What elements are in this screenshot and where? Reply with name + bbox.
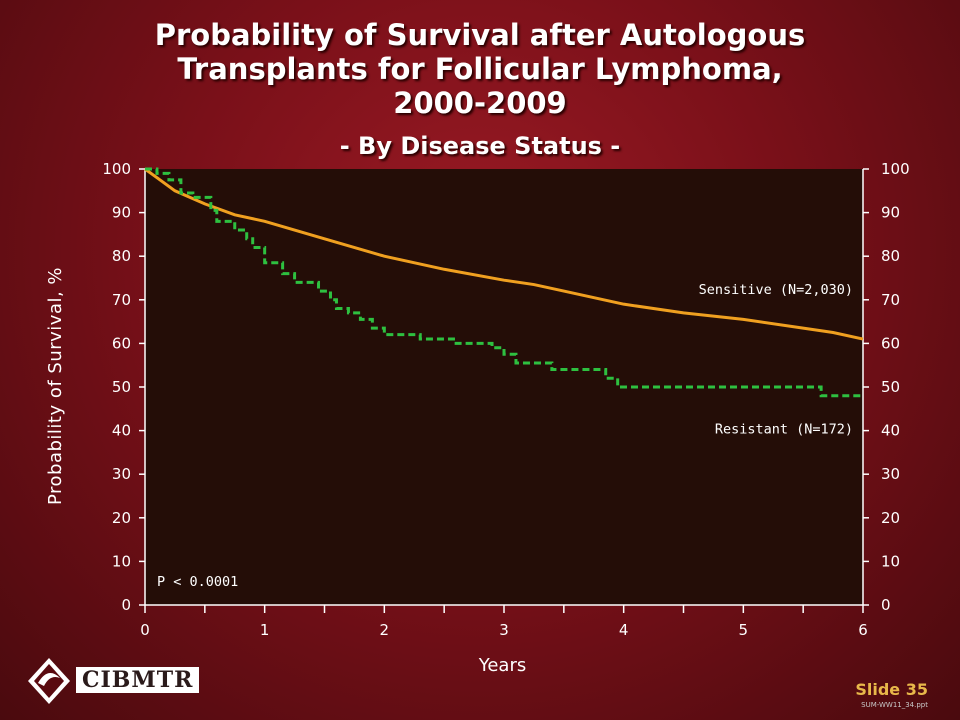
cibmtr-diamond-icon bbox=[28, 658, 70, 704]
x-tick-label: 5 bbox=[739, 621, 749, 639]
series-line-sensitive bbox=[144, 167, 864, 341]
x-axis-label: Years bbox=[478, 655, 527, 676]
y-tick-label-right: 0 bbox=[881, 596, 891, 614]
title-line-1: Probability of Survival after Autologous bbox=[154, 18, 806, 52]
logo-text: CIBMTR bbox=[76, 667, 200, 693]
y-tick-label-right: 10 bbox=[881, 552, 900, 570]
p-value-annotation: P < 0.0001 bbox=[157, 574, 238, 590]
y-tick-label-right: 50 bbox=[881, 378, 900, 396]
x-tick-label: 3 bbox=[499, 621, 509, 639]
cibmtr-logo: CIBMTR bbox=[26, 656, 200, 706]
y-tick-label-left: 80 bbox=[112, 247, 131, 265]
y-tick-label-left: 0 bbox=[121, 596, 131, 614]
y-tick-label-right: 100 bbox=[881, 160, 910, 178]
y-tick-label-right: 60 bbox=[881, 334, 900, 352]
y-tick-label-right: 90 bbox=[881, 204, 900, 222]
series-label-sensitive: Sensitive (N=2,030) bbox=[699, 282, 853, 298]
y-axis-label: Probability of Survival, % bbox=[45, 266, 66, 506]
y-tick-label-right: 80 bbox=[881, 247, 900, 265]
y-tick-label-left: 50 bbox=[112, 378, 131, 396]
title-line-3: 2000-2009 bbox=[393, 86, 567, 120]
y-tick-label-left: 90 bbox=[112, 204, 131, 222]
y-tick-label-left: 40 bbox=[112, 422, 131, 440]
x-tick-label: 6 bbox=[858, 621, 868, 639]
y-tick-label-left: 100 bbox=[102, 160, 131, 178]
y-tick-label-left: 30 bbox=[112, 465, 131, 483]
y-tick-label-left: 70 bbox=[112, 291, 131, 309]
slide-number: Slide 35 bbox=[855, 680, 928, 699]
x-tick-label: 4 bbox=[619, 621, 629, 639]
x-tick-label: 0 bbox=[140, 621, 150, 639]
title-line-2: Transplants for Follicular Lymphoma, bbox=[177, 52, 783, 86]
y-tick-label-right: 40 bbox=[881, 422, 900, 440]
chart-title: Probability of Survival after Autologous… bbox=[0, 18, 960, 120]
x-tick-label: 1 bbox=[260, 621, 270, 639]
y-tick-label-right: 70 bbox=[881, 291, 900, 309]
y-tick-label-left: 10 bbox=[112, 552, 131, 570]
slide-code: SUM-WW11_34.ppt bbox=[861, 701, 928, 709]
chart-subtitle: - By Disease Status - bbox=[339, 132, 621, 160]
series-line-resistant bbox=[145, 167, 863, 398]
y-tick-label-left: 20 bbox=[112, 509, 131, 527]
y-tick-label-right: 30 bbox=[881, 465, 900, 483]
y-tick-label-right: 20 bbox=[881, 509, 900, 527]
y-tick-label-left: 60 bbox=[112, 334, 131, 352]
series-label-resistant: Resistant (N=172) bbox=[715, 422, 853, 438]
x-tick-label: 2 bbox=[380, 621, 390, 639]
